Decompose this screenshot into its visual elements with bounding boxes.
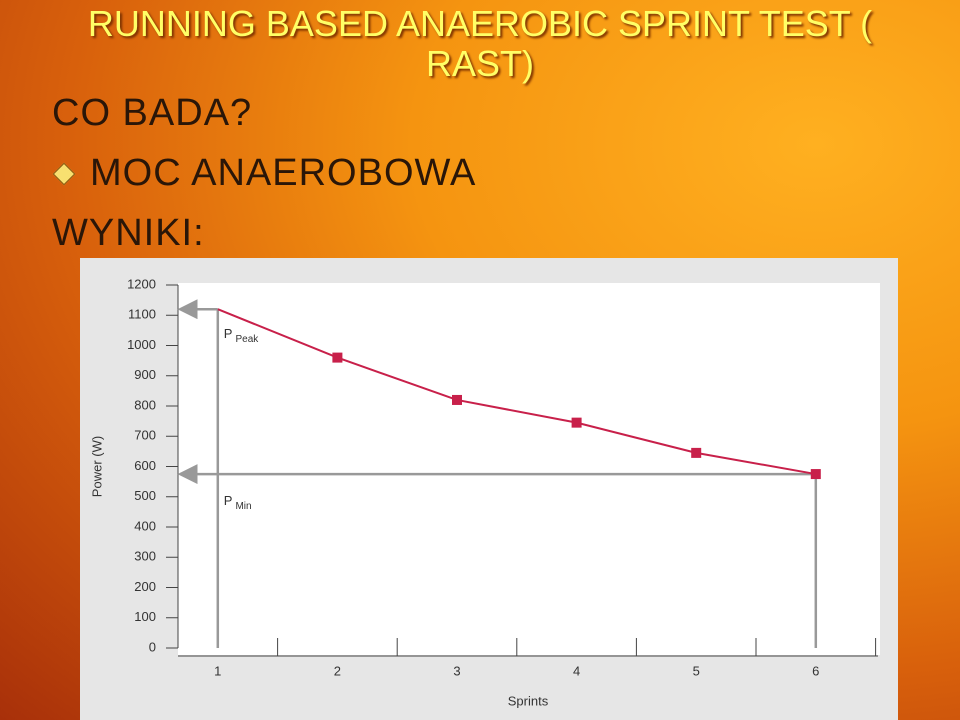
y-tick-label: 1200 <box>127 276 156 291</box>
annotation-text: P <box>224 327 233 342</box>
annotation-text: P <box>224 494 233 509</box>
x-tick-label: 6 <box>812 663 819 678</box>
data-marker <box>691 447 702 458</box>
annotation-sub: Peak <box>235 334 259 345</box>
x-tick-label: 2 <box>334 663 341 678</box>
plot-area <box>178 283 880 655</box>
x-tick-label: 1 <box>214 663 221 678</box>
question: CO BADA? <box>52 92 253 134</box>
annotation-sub: Min <box>235 501 251 512</box>
annotation: P Min <box>224 494 252 512</box>
x-tick-label: 4 <box>573 663 580 678</box>
data-marker <box>332 352 343 363</box>
y-tick-label: 800 <box>134 397 156 412</box>
data-line <box>217 308 816 476</box>
results-label: WYNIKI: <box>52 212 205 254</box>
y-tick-label: 1100 <box>128 307 156 322</box>
data-marker <box>452 394 462 405</box>
y-tick-label: 600 <box>134 458 156 473</box>
y-tick-label: 900 <box>134 367 156 382</box>
bullet-text: MOC ANAEROBOWA <box>90 152 477 194</box>
y-axis-label: Power (W) <box>89 436 104 497</box>
data-marker <box>571 417 582 428</box>
y-tick-label: 700 <box>134 428 156 443</box>
y-tick-label: 0 <box>149 639 156 654</box>
data-marker <box>810 469 821 480</box>
y-tick-label: 300 <box>134 549 156 564</box>
x-tick-label: 3 <box>453 663 460 678</box>
y-tick-label: 400 <box>134 518 156 533</box>
y-tick-label: 500 <box>134 488 156 503</box>
x-tick-label: 5 <box>693 663 700 678</box>
slide-title: RUNNING BASED ANAEROBIC SPRINT TEST ( RA… <box>87 3 873 84</box>
x-axis-label: Sprints <box>508 693 549 708</box>
y-tick-label: 100 <box>134 609 156 624</box>
y-tick-label: 200 <box>134 579 156 594</box>
annotation: P Peak <box>224 327 259 345</box>
y-tick-label: 1000 <box>127 337 156 352</box>
